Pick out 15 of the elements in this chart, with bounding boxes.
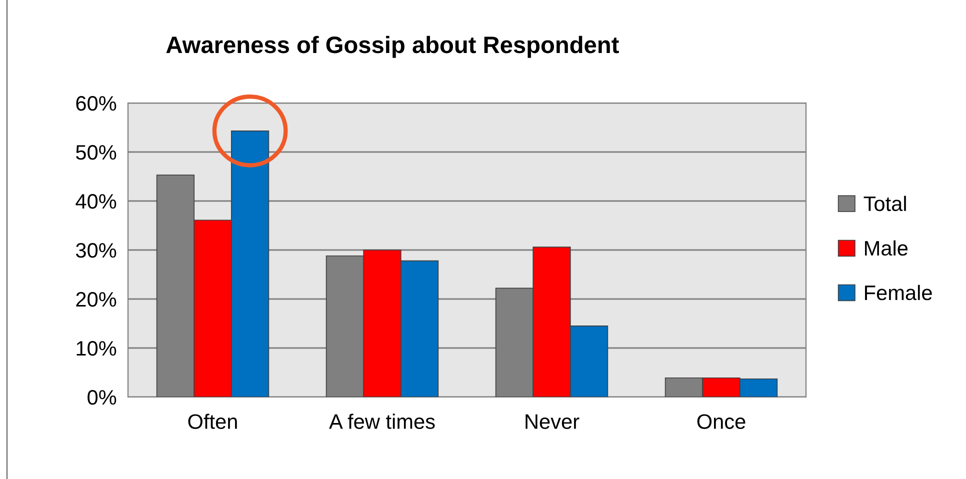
legend-label: Total bbox=[864, 196, 906, 212]
y-tick-label: 20% bbox=[76, 292, 116, 307]
x-tick-label: Once bbox=[697, 414, 746, 429]
y-tick-label: 50% bbox=[76, 145, 116, 160]
y-tick-label: 40% bbox=[76, 194, 116, 209]
x-tick-label: Never bbox=[526, 414, 580, 429]
x-tick-label: Often bbox=[188, 414, 237, 429]
legend-label: Male bbox=[865, 240, 908, 256]
y-tick-label: 10% bbox=[76, 341, 116, 356]
x-tick-label: A few times bbox=[329, 414, 435, 429]
y-tick-label: 30% bbox=[76, 243, 116, 258]
legend-label: Female bbox=[865, 284, 932, 300]
y-tick-label: 0% bbox=[88, 390, 116, 405]
y-tick-label: 60% bbox=[76, 96, 116, 111]
chart-title: Awareness of Gossip about Respondent bbox=[166, 36, 619, 58]
